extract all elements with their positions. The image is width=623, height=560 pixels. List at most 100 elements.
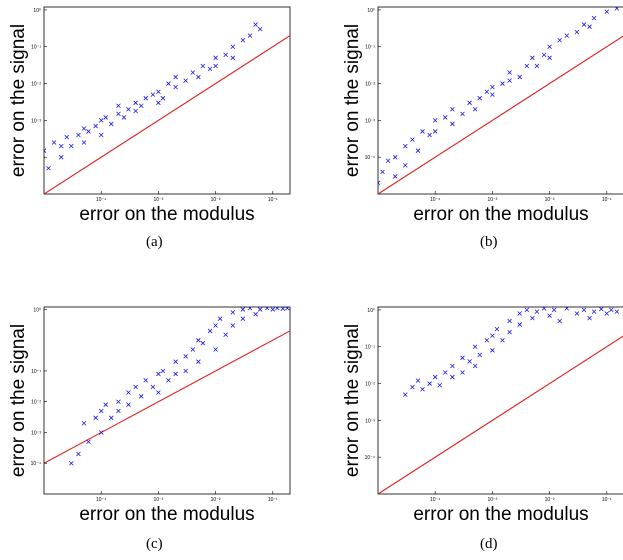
scatter-point (223, 52, 228, 58)
x-tick-label: 10⁻² (211, 497, 221, 503)
scatter-point (230, 310, 236, 315)
scatter-point (604, 311, 610, 316)
scatter-point (427, 132, 432, 138)
scatter-point (547, 44, 552, 49)
scatter-point (160, 95, 166, 101)
scatter-point (183, 78, 188, 83)
scatter-point (156, 390, 161, 395)
scatter-point (217, 316, 223, 321)
scatter-point (490, 84, 495, 90)
scatter-point (126, 402, 131, 407)
scatter-point (530, 55, 535, 61)
reference-line-y-equals-x (44, 330, 290, 464)
scatter-point (253, 311, 258, 317)
y-tick-label: 10⁻¹ (31, 369, 41, 375)
scatter-point (143, 377, 148, 383)
scatter-point (564, 307, 570, 311)
scatter-point (598, 307, 604, 312)
y-tick-label: 10⁻⁴ (365, 155, 375, 161)
scatter-point (240, 316, 246, 321)
scatter-point (116, 399, 121, 404)
scatter-point (133, 100, 138, 106)
scatter-point (81, 126, 87, 131)
scatter-point (541, 52, 547, 58)
x-axis-title: error on the modulus (79, 504, 254, 525)
scatter-point (432, 374, 438, 380)
scatter-point (477, 95, 482, 101)
scatter-point (156, 371, 161, 377)
y-axis-title: error on the signal (8, 24, 29, 177)
scatter-point (207, 328, 213, 334)
scatter-point (230, 55, 236, 61)
y-tick-label: 10⁻² (365, 82, 375, 88)
y-tick-label: 10⁻³ (365, 418, 375, 424)
scatter-point (392, 154, 398, 160)
scatter-point (253, 22, 258, 27)
scatter-point (223, 332, 228, 338)
scatter-point (415, 148, 421, 153)
scatter-point (450, 107, 455, 112)
scatter-series (378, 7, 620, 186)
scatter-point (240, 307, 246, 312)
panel-caption: (a) (146, 234, 163, 250)
scatter-point (103, 402, 108, 407)
scatter-point (385, 158, 391, 164)
scatter-point (86, 129, 91, 134)
scatter-point (98, 408, 104, 414)
x-tick-label: 10⁻¹ (268, 497, 278, 503)
scatter-point (173, 74, 178, 80)
scatter-point (86, 439, 91, 445)
scatter-point (380, 169, 385, 175)
scatter-point (420, 129, 425, 134)
scatter-point (98, 430, 104, 435)
reference-line-y-equals-x (44, 35, 290, 194)
panel-caption: (c) (146, 536, 163, 552)
x-tick-label: 10⁻¹ (602, 197, 612, 203)
scatter-point (517, 311, 522, 316)
scatter-point (420, 386, 425, 392)
scatter-point (614, 309, 620, 314)
scatter-point (138, 103, 144, 108)
y-axis-title: error on the signal (342, 324, 363, 477)
scatter-point (507, 329, 512, 335)
x-tick-label: 10⁻⁴ (430, 497, 440, 503)
scatter-point (143, 95, 148, 101)
scatter-point (500, 81, 505, 86)
scatter-point (557, 37, 562, 43)
y-tick-label: 10⁻³ (31, 430, 41, 436)
scatter-point (437, 382, 442, 388)
scatter-point (190, 347, 196, 352)
scatter-point (460, 111, 465, 117)
scatter-plot-2: 10⁻⁴ 10⁻³ 10⁻² 10⁻¹ 10⁻⁴ 10⁻³ 10⁻² 10⁻¹ 10⁰ error… (342, 6, 623, 225)
y-tick-label: 10⁰ (33, 8, 41, 14)
scatter-point (517, 322, 522, 327)
scatter-point (410, 137, 415, 142)
scatter-point (500, 337, 505, 343)
scatter-point (490, 92, 495, 97)
x-tick-label: 10⁻³ (487, 497, 497, 503)
scatter-point (230, 323, 236, 328)
y-tick-label: 10⁻² (31, 400, 41, 406)
scatter-point (257, 26, 263, 32)
scatter-point (270, 307, 276, 312)
scatter-series (44, 22, 263, 171)
scatter-point (213, 323, 218, 328)
scatter-point (166, 81, 171, 86)
scatter-point (257, 307, 263, 312)
scatter-point (200, 63, 206, 69)
scatter-point (280, 307, 286, 312)
scatter-point (44, 148, 47, 153)
scatter-point (46, 166, 51, 171)
scatter-point (581, 22, 587, 27)
scatter-point (76, 132, 81, 138)
scatter-point (173, 84, 178, 90)
scatter-point (58, 154, 64, 160)
y-tick-label: 10⁻⁴ (31, 461, 41, 467)
scatter-point (64, 134, 70, 140)
scatter-point (530, 315, 535, 321)
scatter-point (116, 103, 121, 108)
scatter-point (614, 7, 620, 11)
x-tick-label: 10⁻⁴ (96, 497, 106, 503)
x-tick-label: 10⁻² (545, 197, 555, 203)
